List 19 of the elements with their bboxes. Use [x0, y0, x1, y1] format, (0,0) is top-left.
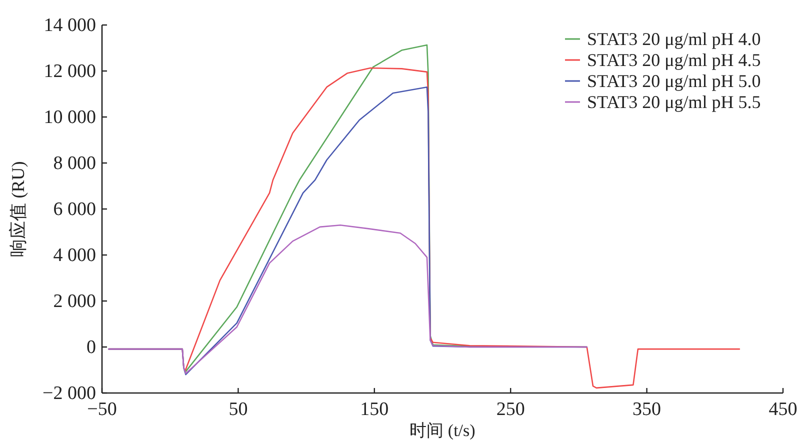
legend-label: STAT3 20 μg/ml pH 5.5 [587, 92, 761, 112]
y-tick-label: 4 000 [53, 245, 96, 266]
legend-label: STAT3 20 μg/ml pH 5.0 [587, 71, 761, 91]
y-tick-label: 12 000 [44, 61, 96, 82]
y-tick-label: 8 000 [53, 153, 96, 174]
x-axis-title: 时间 (t/s) [410, 421, 476, 440]
x-tick-label: 250 [496, 399, 525, 420]
x-tick-label: 50 [228, 399, 248, 420]
x-tick-label: 150 [360, 399, 389, 420]
y-tick-label: 14 000 [44, 15, 96, 36]
legend-label: STAT3 20 μg/ml pH 4.0 [587, 29, 761, 49]
y-tick-label: 0 [86, 337, 96, 358]
y-tick-label: 10 000 [44, 107, 96, 128]
y-axis-title: 响应值 (RU) [8, 161, 28, 257]
y-tick-label: 6 000 [53, 199, 96, 220]
legend-label: STAT3 20 μg/ml pH 4.5 [587, 50, 761, 70]
y-tick-label: 2 000 [53, 291, 96, 312]
x-tick-label: 450 [768, 399, 797, 420]
x-tick-label: 350 [632, 399, 662, 420]
